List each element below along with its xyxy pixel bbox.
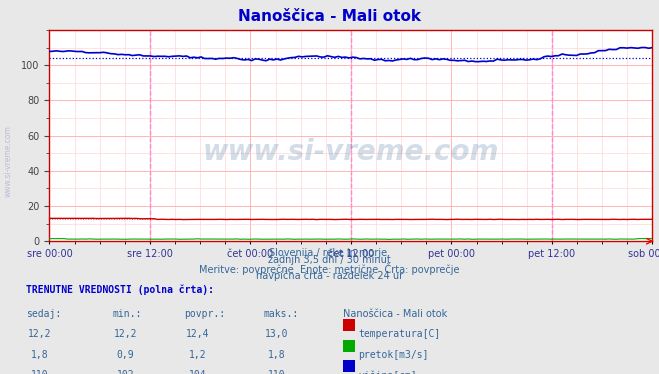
Text: 0,9: 0,9 — [117, 350, 134, 360]
Text: Nanoščica - Mali otok: Nanoščica - Mali otok — [343, 309, 447, 319]
Text: sedaj:: sedaj: — [26, 309, 61, 319]
Text: višina[cm]: višina[cm] — [358, 370, 417, 374]
Text: 12,2: 12,2 — [28, 329, 51, 339]
Text: www.si-vreme.com: www.si-vreme.com — [3, 125, 13, 197]
Text: www.si-vreme.com: www.si-vreme.com — [203, 138, 499, 166]
Text: 12,4: 12,4 — [186, 329, 210, 339]
Text: 12,2: 12,2 — [113, 329, 137, 339]
Text: 13,0: 13,0 — [265, 329, 289, 339]
Text: 110: 110 — [31, 370, 48, 374]
Text: temperatura[C]: temperatura[C] — [358, 329, 441, 339]
Text: Nanoščica - Mali otok: Nanoščica - Mali otok — [238, 9, 421, 24]
Text: navpična črta - razdelek 24 ur: navpična črta - razdelek 24 ur — [256, 270, 403, 280]
Text: 110: 110 — [268, 370, 285, 374]
Text: TRENUTNE VREDNOSTI (polna črta):: TRENUTNE VREDNOSTI (polna črta): — [26, 284, 214, 295]
Text: pretok[m3/s]: pretok[m3/s] — [358, 350, 429, 360]
Text: zadnjh 3,5 dni / 30 minut: zadnjh 3,5 dni / 30 minut — [268, 255, 391, 265]
Text: 102: 102 — [117, 370, 134, 374]
Text: 1,2: 1,2 — [189, 350, 206, 360]
Text: min.:: min.: — [112, 309, 142, 319]
Text: Slovenija / reke in morje.: Slovenija / reke in morje. — [269, 248, 390, 258]
Text: Meritve: povprečne  Enote: metrične  Črta: povprečje: Meritve: povprečne Enote: metrične Črta:… — [199, 263, 460, 275]
Text: maks.:: maks.: — [264, 309, 299, 319]
Text: 104: 104 — [189, 370, 206, 374]
Text: 1,8: 1,8 — [268, 350, 285, 360]
Text: povpr.:: povpr.: — [185, 309, 225, 319]
Text: 1,8: 1,8 — [31, 350, 48, 360]
